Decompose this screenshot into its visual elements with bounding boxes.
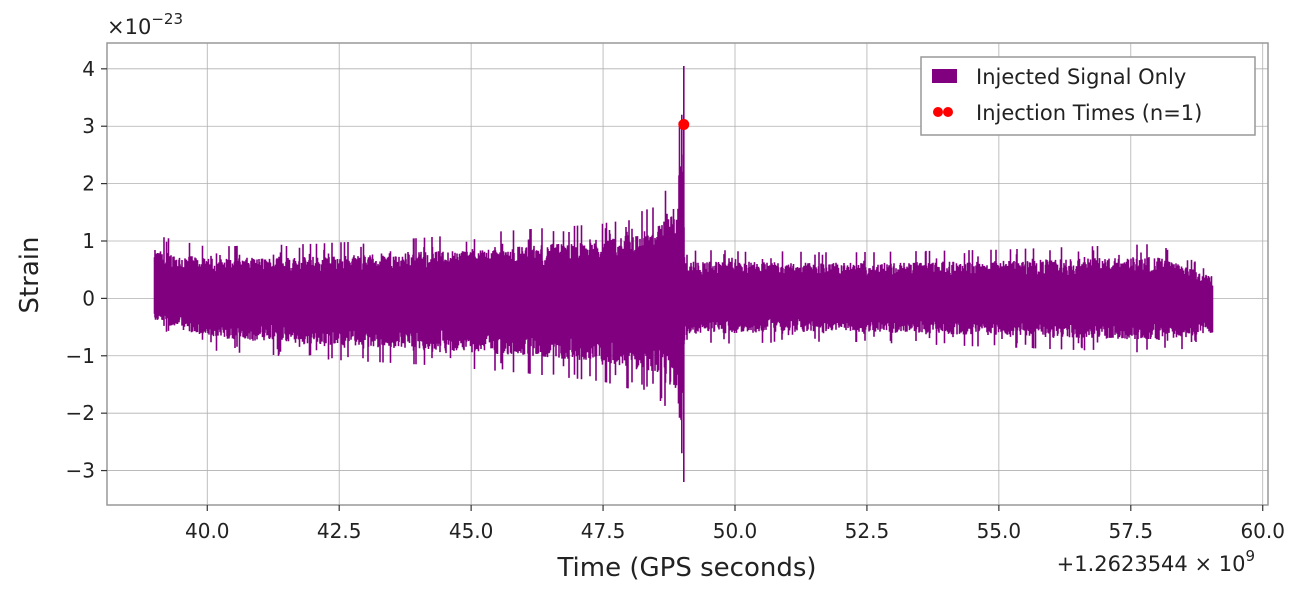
y-scale-label: ×10−23 xyxy=(107,10,183,39)
series-injected-signal-line xyxy=(153,66,1214,482)
x-tick-label: 47.5 xyxy=(581,519,626,543)
y-tick-label: 3 xyxy=(82,114,95,138)
y-tick-label: 2 xyxy=(82,172,95,196)
x-axis-title: Time (GPS seconds) xyxy=(556,553,816,583)
legend-label-signal: Injected Signal Only xyxy=(976,65,1186,89)
axes-frame xyxy=(106,42,1269,506)
x-tick-label: 52.5 xyxy=(845,519,890,543)
x-axis-ticks: 40.0 42.5 45.0 47.5 50.0 52.5 55.0 57.5 60.0 xyxy=(185,505,1285,543)
x-tick-label: 45.0 xyxy=(449,519,494,543)
x-tick-label: 42.5 xyxy=(317,519,362,543)
x-tick-label: 60.0 xyxy=(1240,519,1285,543)
x-offset-label: +1.2623544 × 109 xyxy=(1057,547,1255,576)
y-axis-ticks: −3 −2 −1 0 1 2 3 4 xyxy=(66,57,107,483)
y-axis-title: Strain xyxy=(15,236,45,313)
y-tick-label: −3 xyxy=(66,459,95,483)
y-tick-label: −1 xyxy=(66,344,95,368)
legend-label-injection: Injection Times (n=1) xyxy=(976,101,1202,125)
x-tick-label: 40.0 xyxy=(185,519,230,543)
legend: Injected Signal Only Injection Times (n=… xyxy=(920,56,1256,136)
legend-marker-injection-1 xyxy=(933,107,943,117)
y-tick-label: −2 xyxy=(66,401,95,425)
x-tick-label: 55.0 xyxy=(977,519,1022,543)
plot-area xyxy=(153,66,1214,482)
legend-marker-injection-2 xyxy=(943,107,953,117)
y-tick-label: 4 xyxy=(82,57,95,81)
injection-time-point xyxy=(678,118,690,130)
legend-box xyxy=(920,56,1256,136)
y-tick-label: 1 xyxy=(82,229,95,253)
x-tick-label: 50.0 xyxy=(713,519,758,543)
y-tick-label: 0 xyxy=(82,286,95,310)
x-tick-label: 57.5 xyxy=(1109,519,1154,543)
legend-swatch-signal xyxy=(932,69,957,83)
